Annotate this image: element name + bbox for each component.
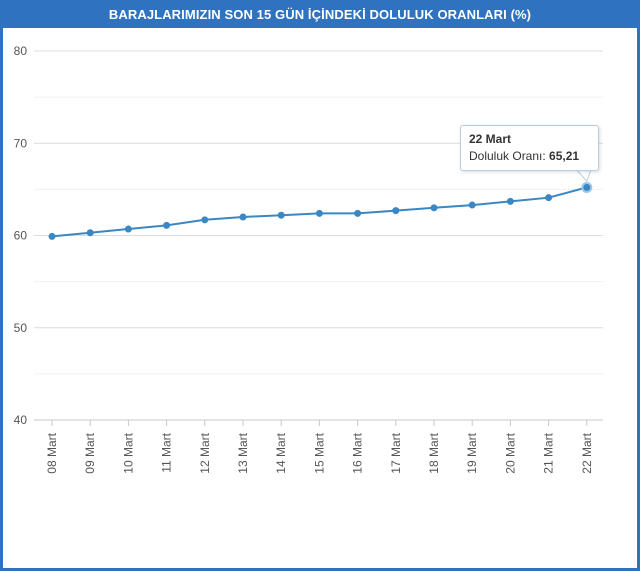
data-point[interactable] (201, 216, 209, 224)
y-tick-label: 70 (14, 136, 28, 150)
y-tick-label: 60 (14, 229, 28, 243)
chart-title: BARAJLARIMIZIN SON 15 GÜN İÇİNDEKİ DOLUL… (0, 0, 640, 28)
data-point[interactable] (506, 197, 514, 205)
y-tick-label: 80 (14, 44, 28, 58)
data-points (48, 181, 593, 240)
tooltip-value: 65,21 (549, 149, 580, 163)
data-point[interactable] (581, 181, 593, 193)
x-tick-label: 13 Mart (236, 432, 250, 473)
data-point[interactable] (392, 207, 400, 215)
x-tick-label: 12 Mart (198, 432, 212, 473)
y-tick-label: 40 (14, 413, 28, 427)
data-point[interactable] (124, 225, 132, 233)
x-tick-label: 10 Mart (121, 432, 135, 473)
data-point[interactable] (545, 194, 553, 202)
data-point[interactable] (163, 221, 171, 229)
x-tick-label: 20 Mart (503, 432, 517, 473)
x-axis-tick-labels: 08 Mart 09 Mart 10 Mart 11 Mart 12 Mart 13 Ma… (45, 432, 594, 473)
y-tick-label: 50 (14, 321, 28, 335)
x-tick-label: 17 Mart (389, 432, 403, 473)
tooltip-date: 22 Mart (469, 132, 512, 146)
x-tick-label: 08 Mart (45, 432, 59, 473)
x-axis-tick-marks (51, 420, 588, 426)
data-point[interactable] (277, 211, 285, 219)
x-tick-label: 14 Mart (274, 432, 288, 473)
tooltip-label: Doluluk Oranı: (469, 149, 546, 163)
x-tick-label: 18 Mart (427, 432, 441, 473)
data-point[interactable] (354, 209, 362, 217)
x-tick-label: 11 Mart (160, 432, 174, 472)
gridlines (34, 50, 603, 375)
x-tick-label: 22 Mart (580, 432, 594, 473)
tooltip: 22 Mart Doluluk Oranı: 65,21 (460, 125, 599, 171)
data-point[interactable] (468, 201, 476, 209)
data-point[interactable] (315, 209, 323, 217)
x-tick-label: 19 Mart (465, 432, 479, 473)
data-point[interactable] (430, 204, 438, 212)
data-point[interactable] (239, 213, 247, 221)
x-tick-label: 16 Mart (351, 432, 365, 473)
data-point[interactable] (86, 229, 94, 237)
y-axis-ticks: 40 50 60 70 80 (14, 44, 28, 427)
data-point[interactable] (48, 232, 56, 240)
x-tick-label: 21 Mart (542, 432, 556, 473)
x-tick-label: 15 Mart (312, 432, 326, 473)
tooltip-pointer (575, 169, 592, 183)
x-tick-label: 09 Mart (83, 432, 97, 473)
